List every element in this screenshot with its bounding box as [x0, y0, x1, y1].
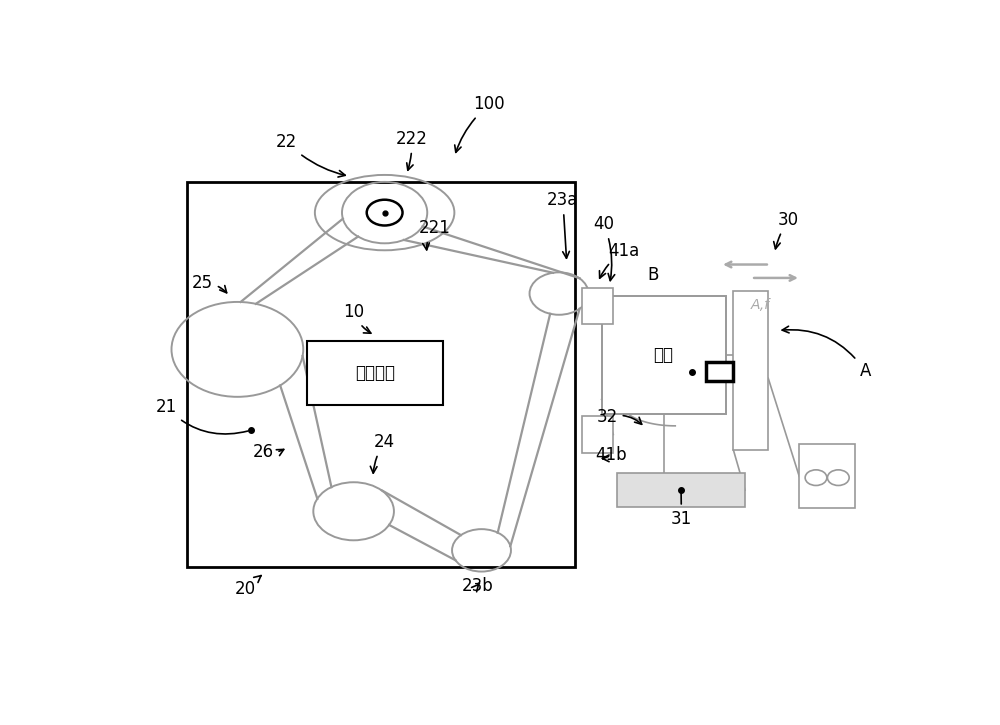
Text: A: A [782, 326, 871, 380]
Bar [582, 288, 613, 324]
Text: 20: 20 [235, 576, 261, 598]
Text: 41a: 41a [599, 241, 640, 278]
Text: 10: 10 [343, 303, 371, 334]
Text: B: B [648, 266, 659, 284]
Text: 221: 221 [419, 219, 451, 250]
Text: 32: 32 [596, 408, 642, 426]
Text: 31: 31 [671, 493, 692, 528]
Text: 24: 24 [370, 433, 395, 473]
Bar [582, 416, 613, 452]
Text: 30: 30 [774, 211, 799, 249]
Text: 22: 22 [276, 133, 345, 177]
Text: 222: 222 [396, 130, 428, 170]
Text: 工件: 工件 [654, 346, 674, 364]
Text: 40: 40 [593, 215, 615, 281]
Text: 100: 100 [455, 95, 505, 152]
Text: 进给单元: 进给单元 [355, 364, 395, 382]
Text: 26: 26 [252, 443, 284, 461]
Bar [602, 297, 726, 413]
Text: 25: 25 [192, 274, 227, 293]
Text: A,f: A,f [751, 298, 770, 312]
Bar [307, 341, 443, 405]
Bar [617, 473, 745, 507]
Text: 23b: 23b [462, 576, 494, 594]
Text: 21: 21 [155, 398, 248, 434]
Bar [706, 362, 733, 381]
Text: 23a: 23a [547, 191, 579, 258]
Text: 41b: 41b [595, 446, 627, 464]
Bar [733, 291, 768, 450]
Bar [187, 182, 574, 567]
Bar [799, 444, 855, 508]
